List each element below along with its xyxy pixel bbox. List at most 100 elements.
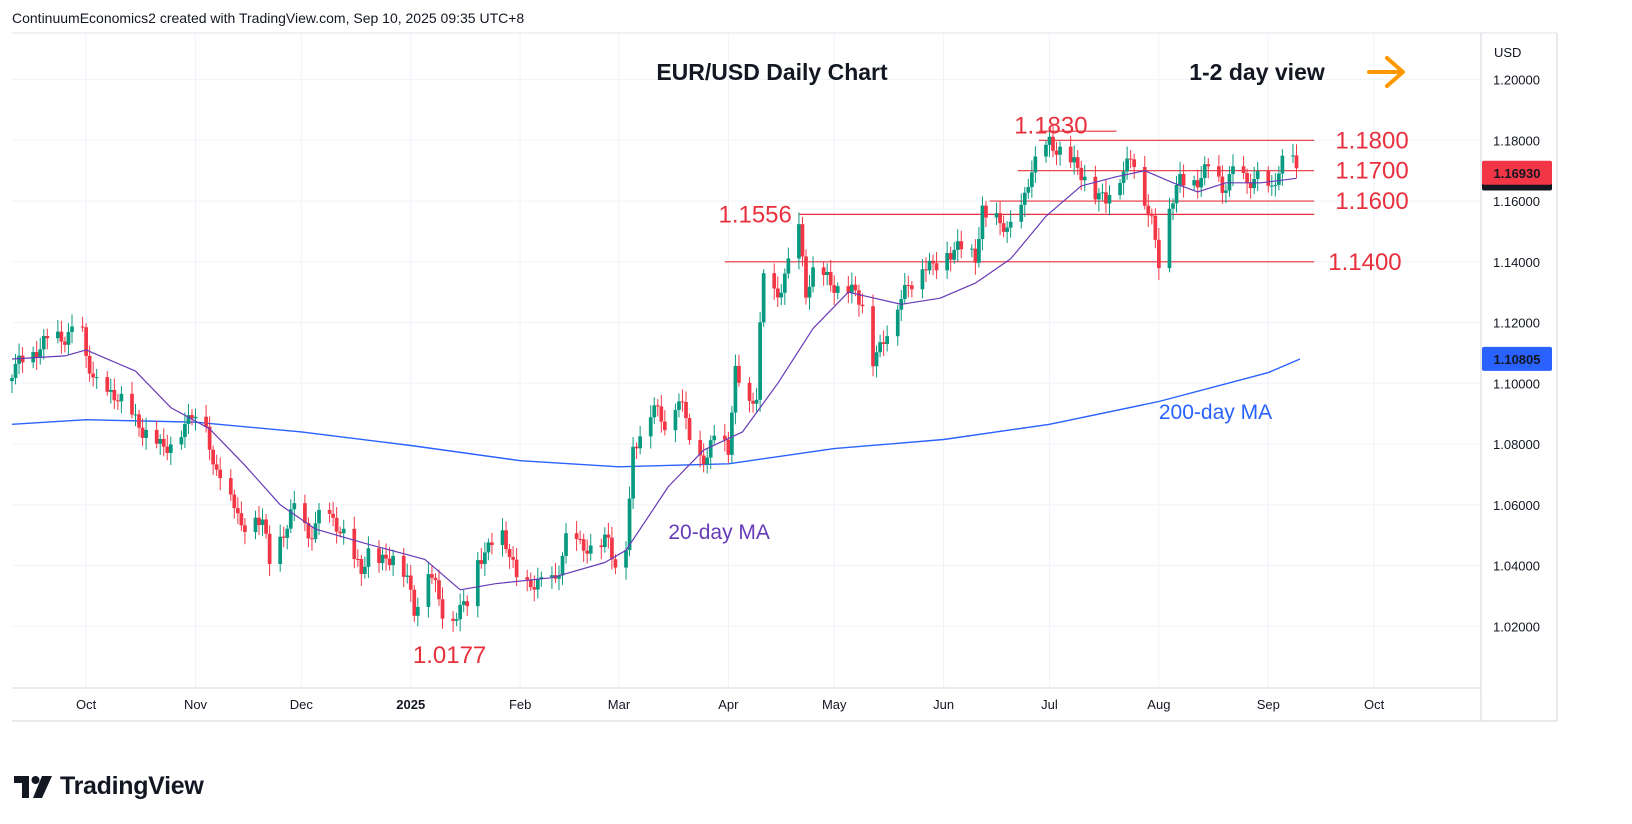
candle-body: [437, 580, 441, 600]
candle-body: [1026, 187, 1031, 193]
tradingview-logo-icon: [14, 775, 52, 798]
candle-body: [1245, 172, 1249, 184]
candle-body: [479, 560, 484, 564]
candle-body: [327, 509, 332, 514]
candle-body: [288, 509, 293, 529]
candle-body: [1146, 205, 1151, 216]
candle-body: [1082, 176, 1087, 181]
chart-title: EUR/USD Daily Chart: [656, 59, 888, 85]
ma200-line: [11, 358, 1301, 468]
candle-body: [1029, 172, 1034, 188]
candle-body: [712, 435, 717, 441]
candle-body: [412, 589, 417, 616]
candle-body: [458, 604, 463, 620]
candle-body: [532, 587, 537, 590]
candle-body: [906, 285, 911, 287]
candle-body: [1128, 158, 1133, 160]
candle-body: [786, 258, 791, 274]
candle-body: [440, 599, 445, 619]
candle-body: [811, 267, 815, 287]
candle-body: [66, 331, 71, 345]
candle-body: [214, 464, 219, 470]
candle-body: [1202, 164, 1207, 179]
candle-body: [165, 446, 170, 453]
candle-body: [758, 322, 762, 400]
candle-body: [726, 439, 731, 455]
candle-body: [20, 355, 25, 363]
candle-body: [1075, 157, 1080, 168]
candle-body: [535, 578, 540, 590]
candle-body: [797, 224, 801, 259]
time-tick-label: Apr: [718, 697, 739, 712]
candle-body: [116, 400, 120, 402]
candle-body: [218, 469, 223, 479]
candle-body: [1220, 176, 1225, 193]
candle-body: [1058, 146, 1062, 155]
candle-body: [782, 273, 787, 293]
candle-body: [1167, 208, 1172, 269]
candle-body: [821, 267, 826, 275]
candle-body: [366, 548, 371, 567]
candle-body: [331, 513, 335, 518]
last-price-tag-bg: [1482, 160, 1552, 185]
candles: [10, 124, 1299, 632]
candle-body: [638, 436, 642, 449]
candle-body: [874, 352, 879, 367]
candle-body: [1142, 167, 1147, 206]
candle-body: [1005, 227, 1009, 232]
levels-layer: [724, 130, 1315, 263]
candle-body: [973, 248, 978, 263]
candle-body: [934, 263, 939, 271]
price-axis[interactable]: 1.20000 1.18000 1.16000 1.14000 1.12000 1.100…: [1493, 73, 1540, 635]
time-tick-label: Aug: [1147, 697, 1170, 712]
candle-body: [910, 285, 914, 290]
candle-body: [881, 342, 886, 344]
candle-body: [1019, 204, 1024, 222]
candle-body: [84, 327, 88, 356]
candle-body: [684, 402, 688, 419]
candle-body: [341, 528, 346, 534]
candle-body: [130, 393, 134, 415]
candle-body: [384, 554, 388, 559]
time-tick-label: Dec: [290, 697, 314, 712]
candle-body: [207, 426, 212, 450]
chart-attribution: ContinuumEconomics2 created with Trading…: [12, 10, 525, 26]
candle-body: [585, 550, 590, 554]
candle-body: [105, 377, 110, 392]
level-label: 1.1600: [1335, 188, 1408, 215]
time-tick-label: Jun: [933, 697, 954, 712]
time-tick-label: Oct: [76, 697, 97, 712]
candle-body: [1269, 185, 1274, 187]
tradingview-logo[interactable]: TradingView: [14, 772, 204, 801]
candle-body: [70, 326, 74, 332]
candle-body: [627, 498, 632, 551]
candle-body: [832, 285, 837, 293]
candle-body: [190, 415, 194, 419]
candle-body: [267, 533, 272, 564]
candle-body: [751, 400, 755, 404]
candle-body: [211, 449, 215, 465]
candle-body: [1079, 167, 1084, 181]
candle-body: [17, 355, 21, 364]
candle-body: [648, 417, 653, 437]
candle-body: [920, 269, 925, 290]
currency-label[interactable]: USD: [1494, 45, 1521, 60]
candle-body: [998, 213, 1002, 224]
time-tick-label: Sep: [1257, 697, 1280, 712]
candle-body: [475, 560, 480, 607]
candle-body: [878, 342, 882, 353]
level-label: 1.1400: [1328, 249, 1401, 276]
candle-body: [825, 271, 830, 275]
candle-body: [359, 559, 364, 574]
candle-body: [405, 575, 410, 577]
candle-body: [1125, 158, 1129, 172]
candle-body: [408, 575, 413, 590]
candle-body: [550, 575, 554, 578]
candle-body: [610, 537, 614, 560]
level-label: 1.1700: [1335, 158, 1408, 185]
candle-body: [662, 421, 667, 431]
time-axis[interactable]: Oct Nov Dec 2025 Feb Mar Apr May Jun Jul Aug Sep Oct: [76, 697, 1385, 712]
candle-body: [1206, 164, 1211, 167]
candle-body: [281, 536, 286, 538]
